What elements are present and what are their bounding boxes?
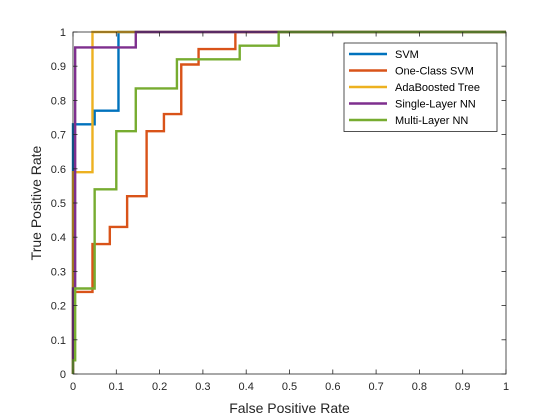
x-tick-label: 0.9: [455, 381, 470, 393]
y-tick-label: 0.1: [51, 335, 66, 347]
legend-label: Multi-Layer NN: [395, 115, 468, 127]
ticks-layer: 0 0.1 0.2 0.3 0.4 0.5 0.6 0.7 0.8 0.9 1 0 0.1 0.2 0.3 0…: [51, 27, 509, 393]
x-tick-label: 0.7: [368, 381, 383, 393]
x-tick-label: 0: [70, 381, 76, 393]
series-line-multi-layer-nn: [71, 30, 506, 374]
y-tick-label: 0.5: [51, 198, 66, 210]
x-tick-label: 0.8: [412, 381, 427, 393]
x-tick-label: 0.6: [325, 381, 340, 393]
x-tick-label: 0.5: [282, 381, 297, 393]
x-axis-label: False Positive Rate: [229, 400, 350, 416]
x-tick-label: 0.2: [152, 381, 167, 393]
x-tick-label: 0.4: [239, 381, 254, 393]
series-line-one-class-svm: [71, 30, 506, 374]
y-tick-label: 0.2: [51, 301, 66, 313]
x-tick-label: 0.3: [195, 381, 210, 393]
legend-label: AdaBoosted Tree: [395, 82, 480, 94]
y-tick-label: 0.9: [51, 61, 66, 73]
y-tick-label: 0.7: [51, 130, 66, 142]
y-tick-label: 0.6: [51, 164, 66, 176]
y-tick-label: 0.4: [51, 232, 66, 244]
y-axis-label: True Positive Rate: [28, 145, 44, 260]
y-tick-label: 1: [60, 27, 66, 39]
legend-label: Single-Layer NN: [395, 99, 476, 111]
x-tick-label: 0.1: [109, 381, 124, 393]
legend: SVM One-Class SVM AdaBoosted Tree Single-La…: [343, 42, 498, 132]
y-tick-label: 0: [60, 369, 66, 381]
legend-label: One-Class SVM: [395, 66, 474, 78]
x-tick-label: 1: [503, 381, 509, 393]
y-tick-label: 0.8: [51, 95, 66, 107]
y-tick-label: 0.3: [51, 266, 66, 278]
legend-label: SVM: [395, 49, 419, 61]
